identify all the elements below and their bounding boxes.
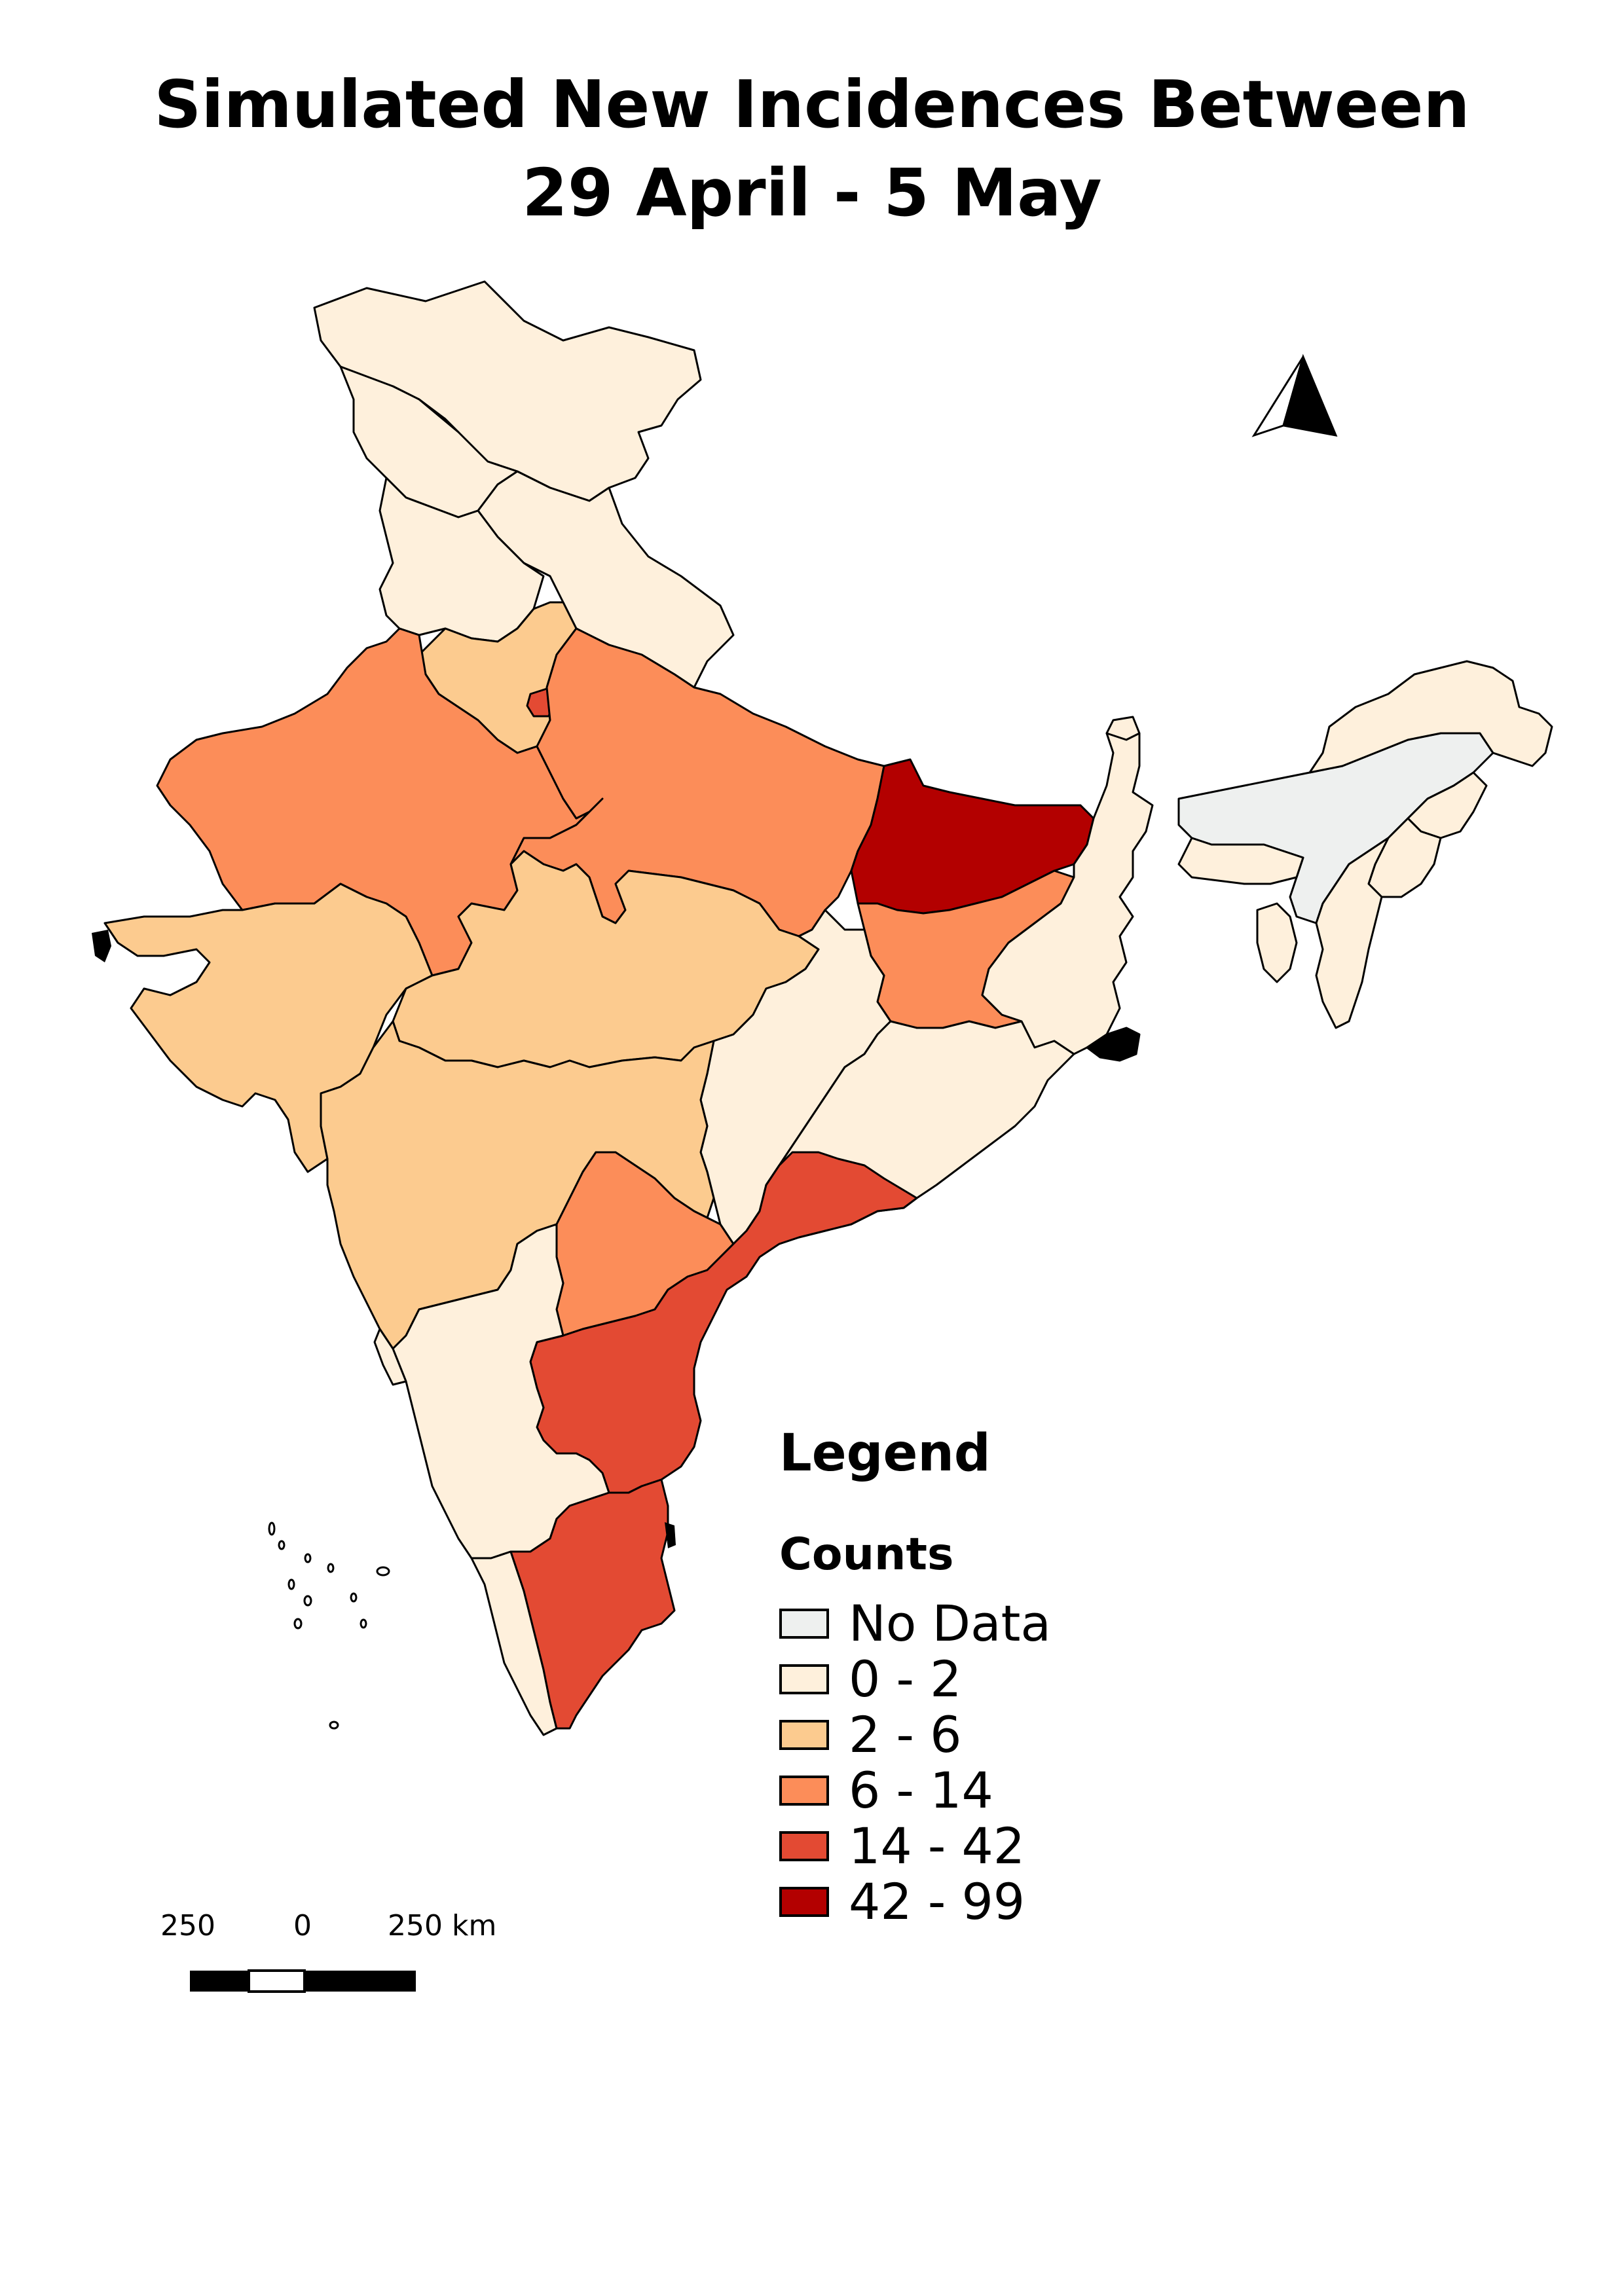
legend-item-14-42: 14 - 42 [779,1817,1025,1875]
map-title-line-2: 29 April - 5 May [522,155,1102,231]
legend-title: Legend [779,1424,991,1483]
tamil-nadu-coast-edge [665,1522,676,1548]
region-sundarbans-edge [1086,1027,1141,1062]
legend-item-6-14: 6 - 14 [779,1761,993,1819]
scale-label-zero: 0 [293,1909,312,1942]
map-title-line-1: Simulated New Incidences Between [154,66,1470,143]
legend-swatch [779,1609,829,1639]
region-meghalaya [1177,837,1304,885]
legend-item-42-99: 42 - 99 [779,1872,1025,1931]
legend-item-no-data: No Data [779,1594,1051,1652]
region-karnataka [392,1223,610,1559]
region-goa [373,1328,407,1386]
legend-swatch [779,1776,829,1806]
scale-bar [190,1969,416,1993]
legend-label: No Data [849,1594,1051,1652]
north-arrow-icon [1251,354,1338,437]
region-tripura [1256,902,1298,983]
kutch-coast-edge [92,930,111,962]
scale-label-right: 250 km [388,1909,497,1942]
scale-label-left: 250 [160,1909,215,1942]
legend-label: 2 - 6 [849,1705,962,1764]
legend-item-2-6: 2 - 6 [779,1705,962,1764]
region-sikkim [1105,716,1141,741]
legend-label: 6 - 14 [849,1761,993,1819]
region-arunachal-pradesh [1308,660,1553,774]
legend-swatch [779,1664,829,1694]
legend-swatch [779,1887,829,1917]
region-mizoram [1315,837,1390,1029]
region-tamil-nadu [509,1478,676,1730]
legend-label: 0 - 2 [849,1650,962,1708]
legend-label: 14 - 42 [849,1817,1025,1875]
legend-item-0-2: 0 - 2 [779,1650,962,1708]
legend-swatch [779,1831,829,1861]
legend-subtitle: Counts [779,1529,954,1580]
legend-label: 42 - 99 [849,1872,1025,1931]
lakshadweep-islands [268,1522,390,1730]
legend-swatch [779,1720,829,1750]
